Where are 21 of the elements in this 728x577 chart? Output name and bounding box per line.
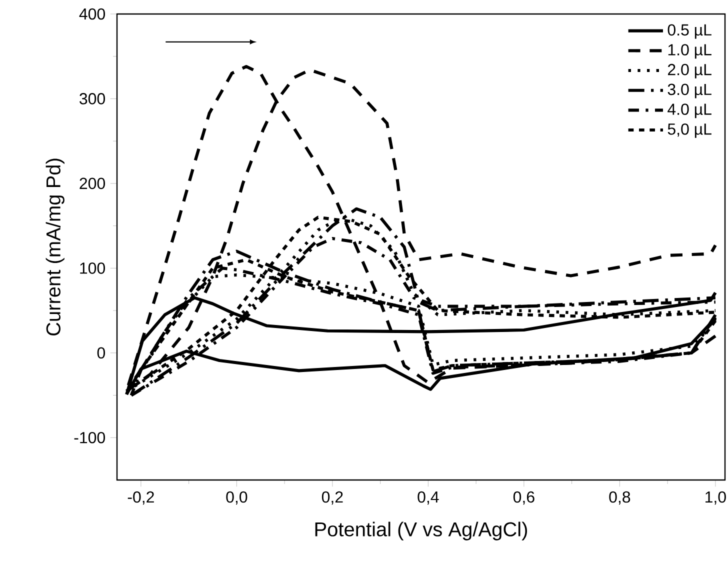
y-tick-label: 0: [97, 347, 106, 359]
y-tick-label: 100: [80, 262, 106, 274]
legend-label: 0.5 µL: [668, 24, 712, 39]
x-tick-label: 0,6: [513, 491, 534, 505]
x-tick-label: 1,0: [706, 491, 726, 505]
legend-label: 4.0 µL: [668, 104, 712, 118]
y-tick-label: -100: [74, 432, 106, 444]
legend-label: 3.0 µL: [668, 84, 712, 98]
legend-label: 2.0 µL: [668, 64, 712, 78]
x-tick-label: -0,2: [128, 491, 154, 505]
legend-label: 5,0 µL: [668, 123, 712, 138]
y-tick-label: 200: [80, 178, 106, 190]
x-tick-label: 0,4: [418, 491, 439, 505]
legend-label: 1.0 µL: [668, 44, 712, 59]
y-tick-label: 400: [79, 8, 106, 20]
x-tick-label: 0,8: [609, 491, 630, 505]
y-axis-title: Current (mA/mg Pd): [46, 158, 64, 336]
x-tick-label: 0,2: [322, 491, 343, 505]
y-tick-label: 300: [80, 93, 106, 104]
x-tick-label: 0,0: [226, 491, 248, 505]
x-axis-title: Potential (V vs Ag/AgCl): [315, 522, 527, 540]
